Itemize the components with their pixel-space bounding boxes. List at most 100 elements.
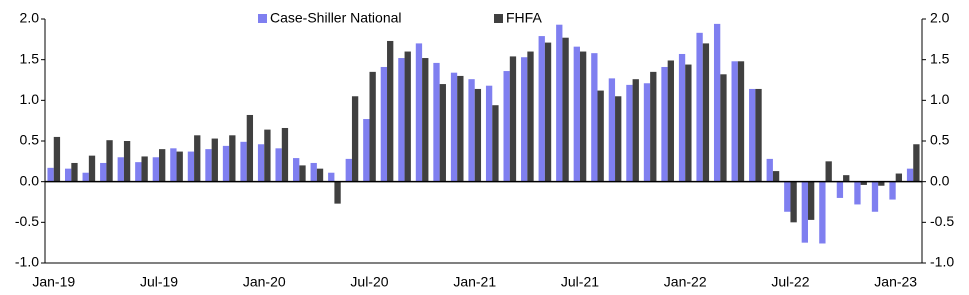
bar xyxy=(433,62,440,182)
bar xyxy=(316,168,324,182)
bar xyxy=(685,64,692,182)
bar xyxy=(696,32,703,182)
bar xyxy=(299,165,306,182)
bar xyxy=(363,119,370,182)
bar xyxy=(415,43,423,182)
legend-label: Case-Shiller National xyxy=(270,10,402,26)
bar xyxy=(387,40,394,182)
x-tick-label: Jul-20 xyxy=(350,274,388,290)
bar xyxy=(597,90,604,182)
bar xyxy=(906,168,914,182)
bar xyxy=(509,56,517,182)
bar xyxy=(88,155,96,182)
bar xyxy=(527,51,534,182)
x-tick-label: Jan-21 xyxy=(453,274,496,290)
bar xyxy=(47,167,54,182)
bar xyxy=(257,144,265,182)
bar xyxy=(854,181,861,205)
x-tick-label: Jan-23 xyxy=(874,274,917,290)
y2-tick-label: -1.0 xyxy=(930,254,954,270)
bar xyxy=(836,181,844,198)
bar xyxy=(474,88,482,182)
bar xyxy=(895,173,903,182)
x-tick-label: Jul-22 xyxy=(771,274,809,290)
bar xyxy=(843,175,850,182)
legend-swatch xyxy=(494,14,503,23)
y2-tick-label: 2.0 xyxy=(930,10,950,26)
y-tick-label: -1.0 xyxy=(15,254,39,270)
bar xyxy=(819,181,826,244)
bar xyxy=(194,135,201,182)
y2-tick-label: 1.5 xyxy=(930,50,950,66)
bar xyxy=(117,157,124,182)
bar xyxy=(632,79,639,182)
bar xyxy=(106,140,113,182)
bar xyxy=(53,136,61,182)
y2-tick-label: -0.5 xyxy=(930,213,954,229)
legend-swatch xyxy=(258,14,267,23)
bar xyxy=(825,161,832,182)
bar xyxy=(766,158,773,182)
x-tick-label: Jan-19 xyxy=(32,274,75,290)
bar xyxy=(871,181,879,212)
bar xyxy=(678,53,686,182)
bar xyxy=(889,181,896,200)
x-tick-label: Jan-20 xyxy=(243,274,286,290)
bar xyxy=(135,162,142,182)
bar xyxy=(422,58,429,182)
bar xyxy=(170,148,177,182)
bar xyxy=(608,78,616,182)
bar xyxy=(538,36,545,182)
bar xyxy=(82,172,89,182)
y2-tick-label: 0.5 xyxy=(930,132,950,148)
bar xyxy=(275,148,282,182)
x-tick-label: Jan-22 xyxy=(664,274,707,290)
y-tick-label: 0.5 xyxy=(20,132,40,148)
bar xyxy=(749,88,756,182)
bar xyxy=(615,96,622,182)
bar xyxy=(71,162,78,182)
bar xyxy=(398,58,405,182)
bar xyxy=(591,53,598,182)
bar xyxy=(229,135,236,182)
bar xyxy=(521,57,528,182)
bar xyxy=(187,151,195,182)
bar xyxy=(573,46,580,182)
bar xyxy=(176,151,183,182)
bar xyxy=(702,43,710,182)
bar xyxy=(404,51,411,182)
bar xyxy=(713,23,721,182)
bar xyxy=(281,127,289,182)
bar xyxy=(784,181,791,212)
bar xyxy=(246,114,254,182)
bar xyxy=(544,42,552,182)
bar xyxy=(439,84,446,182)
bar xyxy=(450,72,458,182)
bar xyxy=(492,105,499,182)
bar xyxy=(64,168,72,182)
bar xyxy=(100,162,107,182)
x-tick-label: Jul-21 xyxy=(561,274,599,290)
bar xyxy=(661,66,668,182)
y-tick-label: 1.5 xyxy=(20,50,40,66)
bar xyxy=(801,181,808,243)
bar xyxy=(205,149,212,182)
bar xyxy=(351,96,359,182)
bar xyxy=(380,66,388,182)
bar xyxy=(643,83,651,182)
bar xyxy=(222,145,230,182)
bar xyxy=(772,171,780,182)
bar xyxy=(293,158,300,182)
y2-tick-label: 0.0 xyxy=(930,172,950,188)
y-tick-label: 2.0 xyxy=(20,10,40,26)
bar xyxy=(345,158,352,182)
bar xyxy=(369,71,376,182)
bar xyxy=(626,84,633,182)
bar xyxy=(579,51,587,182)
bar xyxy=(240,141,247,182)
y-tick-label: -0.5 xyxy=(15,213,39,229)
y2-tick-label: 1.0 xyxy=(930,91,950,107)
bar xyxy=(755,88,762,182)
bar xyxy=(878,181,885,186)
